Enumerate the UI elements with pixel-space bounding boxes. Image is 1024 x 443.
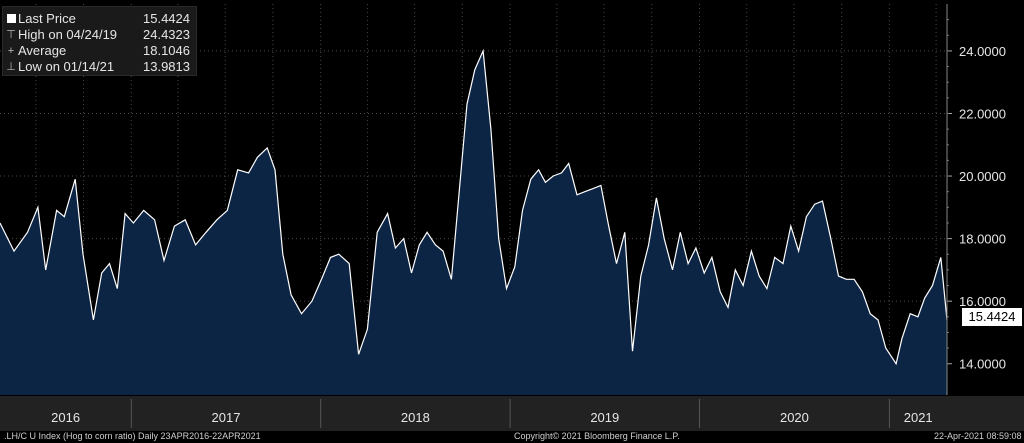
legend-label: Last Price: [18, 11, 76, 26]
last-value-tag: 15.4424: [962, 308, 1022, 326]
legend-label: High on 04/24/19: [18, 27, 118, 42]
x-axis: 2016 2017 2018 2019 2020 2021: [0, 396, 1024, 431]
legend-label: Low on 01/14/21: [18, 59, 115, 74]
legend-box: Last Price 15.4424 ⊤ High on 04/24/19 24…: [2, 6, 197, 76]
legend-average: + Average 18.1046: [3, 43, 196, 59]
footer-timestamp: 22-Apr-2021 08:59:08: [934, 431, 1022, 441]
x-tick-label: 2017: [212, 410, 241, 425]
y-tick-label: 20.0000: [959, 169, 1006, 184]
x-axis-band: [0, 396, 1024, 431]
x-tick-label: 2021: [904, 410, 933, 425]
x-tick-label: 2020: [780, 410, 809, 425]
x-tick-label: 2016: [51, 410, 80, 425]
average-marker-icon: +: [7, 45, 15, 57]
legend-last-price: Last Price 15.4424: [3, 11, 196, 27]
y-tick-label: 24.0000: [959, 44, 1006, 59]
y-tick-label: 16.0000: [959, 294, 1006, 309]
legend-value: 13.9813: [143, 59, 190, 74]
footer-index: .LH/C U Index (Hog to corn ratio) Daily …: [4, 431, 261, 441]
legend-low: ⊥ Low on 01/14/21 13.9813: [3, 59, 196, 75]
footer-copyright: Copyright© 2021 Bloomberg Finance L.P.: [514, 431, 680, 441]
y-tick-label: 14.0000: [959, 357, 1006, 372]
legend-label: Average: [18, 43, 67, 58]
y-tick-label: 22.0000: [959, 106, 1006, 121]
legend-value: 18.1046: [143, 43, 190, 58]
last-price-marker-icon: [7, 14, 16, 23]
y-axis: 14.0000 16.0000 18.0000 20.0000 22.0000 24.00…: [946, 4, 1006, 395]
low-marker-icon: ⊥: [6, 61, 16, 73]
high-marker-icon: ⊤: [6, 29, 16, 41]
y-tick-label: 18.0000: [959, 232, 1006, 247]
x-tick-label: 2019: [590, 410, 619, 425]
legend-high: ⊤ High on 04/24/19 24.4323: [3, 27, 196, 43]
legend-value: 24.4323: [143, 27, 190, 42]
price-area: [0, 50, 947, 396]
price-line: [0, 48, 948, 366]
x-tick-label: 2018: [401, 410, 430, 425]
legend-value: 15.4424: [143, 11, 190, 26]
